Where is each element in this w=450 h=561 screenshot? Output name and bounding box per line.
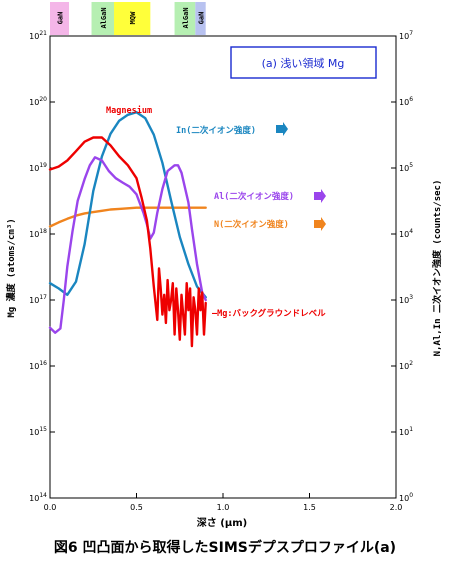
y-tick-label-left: 1020 [29,96,47,107]
arrow-in-icon [276,122,288,136]
layer-band-0 [50,2,70,35]
y-tick-label-right: 105 [399,162,413,173]
label-in: In(二次イオン強度) [176,125,256,136]
series-line-0 [48,136,207,348]
y-tick-label-right: 102 [399,360,413,371]
y-tick-label-left: 1017 [29,294,47,305]
y-axis-title-right: N,Al,In 二次イオン強度 (counts/sec) [431,180,443,357]
x-tick-label: 0.5 [130,503,143,512]
y-tick-label-left: 1021 [29,30,47,41]
x-tick-label: 1.5 [303,503,316,512]
layer-band-1 [91,2,115,35]
label-background: —Mg:バックグラウンドレベル [212,308,326,319]
y-tick-label-right: 101 [399,426,413,437]
layer-band-4 [195,2,206,35]
series-line-1 [48,110,207,299]
y-tick-label-right: 106 [399,96,413,107]
x-tick-label: 1.0 [217,503,230,512]
arrow-al-icon [314,189,326,203]
label-al: Al(二次イオン強度) [214,191,294,202]
x-axis-title: 深さ (μm) [197,516,247,529]
title-box [230,46,377,79]
layer-label-1: AlGaN [100,7,108,28]
y-axis-title-left: Mg 濃度 (atoms/cm³) [5,218,17,317]
layer-label-3: AlGaN [182,7,190,28]
x-tick-label: 0.0 [44,503,57,512]
y-tick-label-left: 1018 [29,228,47,239]
layer-label-0: GaN [57,12,65,25]
y-tick-label-right: 100 [399,492,413,503]
axis-ticks: 1021 1020 1019 1018 1017 1016 1015 1014 107 106 10… [29,30,413,512]
x-tick-label: 2.0 [390,503,403,512]
y-tick-label-left: 1015 [29,426,47,437]
y-tick-label-left: 1019 [29,162,47,173]
chart-title: (a) 浅い領域 Mg [262,56,345,70]
layer-band-3 [174,2,196,35]
y-tick-label-left: 1014 [29,492,47,503]
figure-caption: 図6 凹凸面から取得したSIMSデプスプロファイル(a) [54,539,396,556]
y-tick-label-left: 1016 [29,360,47,371]
layer-band-2 [114,2,151,35]
label-magnesium: Magnesium [106,105,152,116]
y-tick-label-right: 107 [399,30,413,41]
layer-label-4: GaN [198,12,206,25]
y-tick-label-right: 104 [399,228,413,239]
layer-bands: GaN AlGaN MQW AlGaN GaN [50,2,206,35]
y-tick-label-right: 103 [399,294,413,305]
series-line-2 [48,156,207,334]
layer-label-2: MQW [129,11,137,24]
series-group [48,110,207,348]
label-n: N(二次イオン強度) [214,219,289,230]
arrow-n-icon [314,217,326,231]
plot-frame [49,35,397,499]
